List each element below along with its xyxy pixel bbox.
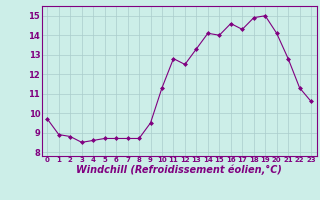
X-axis label: Windchill (Refroidissement éolien,°C): Windchill (Refroidissement éolien,°C) [76,165,282,175]
